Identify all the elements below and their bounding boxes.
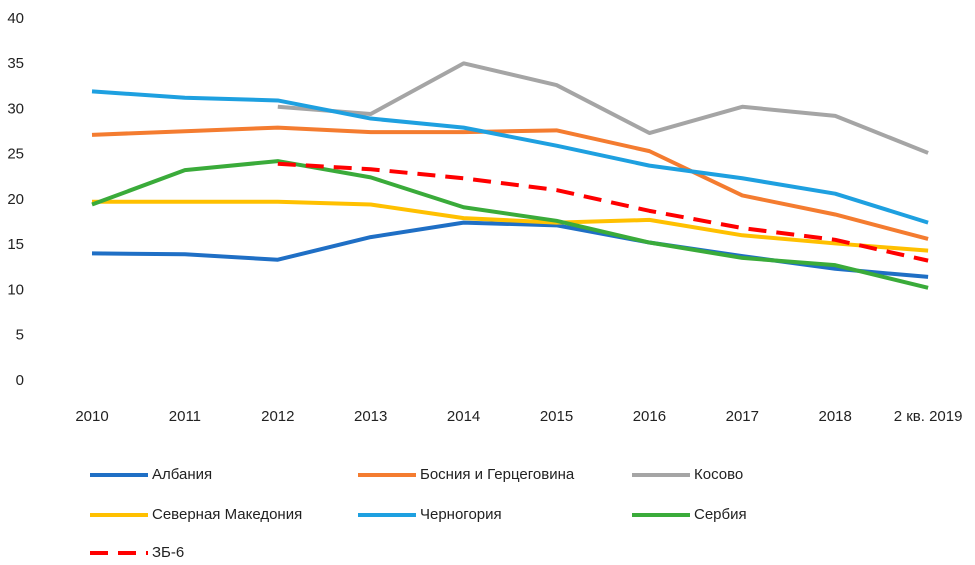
y-tick-label: 25 — [7, 146, 24, 163]
legend-label: Северная Македония — [152, 506, 302, 523]
y-tick-label: 30 — [7, 100, 24, 117]
x-tick-label: 2016 — [633, 408, 666, 425]
x-tick-label: 2018 — [819, 408, 852, 425]
legend-label: Босния и Герцеговина — [420, 466, 575, 483]
line — [91, 220, 929, 279]
line — [277, 61, 929, 155]
x-tick-label: 2015 — [540, 408, 573, 425]
x-tick-label: 2012 — [261, 408, 294, 425]
y-tick-label: 15 — [7, 236, 24, 253]
line — [91, 125, 929, 241]
y-tick-label: 40 — [7, 10, 24, 27]
y-tick-label: 10 — [7, 281, 24, 298]
legend-label: Албания — [152, 466, 212, 483]
x-tick-label: 2017 — [726, 408, 759, 425]
legend-label: Косово — [694, 466, 743, 483]
y-tick-label: 35 — [7, 55, 24, 72]
legend-label: ЗБ-6 — [152, 544, 184, 560]
x-tick-label: 2013 — [354, 408, 387, 425]
x-tick-label: 2010 — [75, 408, 108, 425]
y-tick-label: 5 — [16, 327, 24, 344]
legend-label: Сербия — [694, 506, 747, 523]
line — [91, 159, 929, 290]
x-tick-label: 2 кв. 2019 — [894, 408, 963, 425]
x-tick-label: 2014 — [447, 408, 480, 425]
y-tick-label: 0 — [16, 372, 24, 389]
line — [277, 161, 929, 263]
legend-label: Черногория — [420, 506, 502, 523]
x-tick-label: 2011 — [169, 408, 201, 425]
line — [92, 199, 929, 253]
y-tick-label: 20 — [7, 191, 24, 208]
line — [91, 89, 929, 225]
